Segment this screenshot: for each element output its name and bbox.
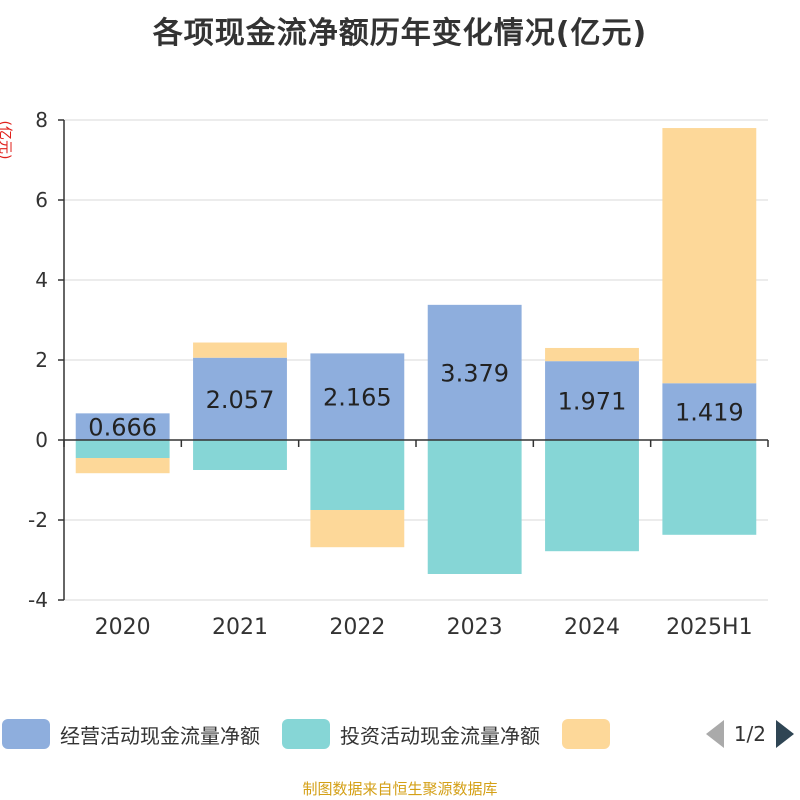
y-tick-label: 2	[35, 348, 48, 372]
bar-series1-2021	[193, 357, 287, 440]
x-tick-label: 2023	[447, 615, 503, 640]
y-tick-label: 4	[35, 268, 48, 292]
legend-page-indicator: 1/2	[733, 722, 766, 746]
legend-label-investing: 投资活动现金流量净额	[340, 723, 540, 748]
data-label-2022: 2.165	[323, 384, 392, 412]
chart-title: 各项现金流净额历年变化情况(亿元)	[152, 16, 648, 51]
legend-item-investing[interactable]: 投资活动现金流量净额	[282, 719, 540, 749]
bar-series2-2024	[545, 440, 639, 552]
y-tick-label: -2	[28, 508, 48, 532]
legend-item-financing[interactable]	[562, 719, 620, 749]
x-tick-label: 2024	[564, 615, 620, 640]
bar-series2-2025H1	[662, 440, 757, 535]
legend-swatch-financing	[562, 719, 610, 749]
data-label-2023: 3.379	[440, 359, 509, 387]
bar-series1-2020	[75, 413, 170, 440]
legend-swatch-investing	[282, 719, 330, 749]
bar-series1-2022	[310, 353, 405, 440]
legend-pager: 1/2	[705, 720, 794, 748]
x-tick-label: 2022	[329, 615, 385, 640]
y-tick-label: -4	[28, 588, 48, 612]
legend-swatch-operating	[2, 719, 50, 749]
data-source-footer: 制图数据来自恒生聚源数据库	[302, 780, 498, 798]
bar-series1-2025H1	[662, 383, 757, 440]
bar-series3-2020	[75, 458, 170, 474]
bar-series2-2021	[193, 440, 287, 470]
data-label-2020: 0.666	[88, 414, 157, 442]
bar-series1-2023	[427, 304, 522, 440]
x-tick-label: 2020	[95, 615, 151, 640]
y-tick-label: 8	[35, 108, 48, 132]
prev-page-icon[interactable]	[705, 720, 724, 748]
data-label-2021: 2.057	[206, 386, 275, 414]
bars	[75, 128, 757, 574]
legend-item-operating[interactable]: 经营活动现金流量净额	[2, 719, 260, 749]
bar-series3-2021	[193, 342, 287, 358]
bar-series2-2022	[310, 440, 405, 510]
bar-series3-2025H1	[662, 128, 757, 384]
y-tick-label: 6	[35, 188, 48, 212]
bar-series2-2020	[75, 440, 170, 458]
legend: 经营活动现金流量净额 投资活动现金流量净额 1/2	[0, 716, 800, 752]
x-tick-label: 2025H1	[666, 615, 753, 640]
axes	[58, 119, 769, 601]
bar-series3-2022	[310, 510, 405, 548]
legend-label-operating: 经营活动现金流量净额	[60, 723, 260, 748]
bar-series1-2024	[545, 361, 639, 440]
bar-series2-2023	[427, 440, 522, 574]
data-label-2025H1: 1.419	[675, 399, 744, 427]
data-label-2024: 1.971	[558, 388, 627, 416]
bar-series3-2024	[545, 347, 639, 362]
grid-lines	[64, 119, 768, 601]
labels: -4 -2 0 2 4 6 8 0.666 2.057 2.165 3.379 1.971 1.419 2…	[28, 108, 753, 640]
x-tick-label: 2021	[212, 615, 268, 640]
next-page-icon[interactable]	[776, 720, 794, 748]
y-tick-label: 0	[35, 428, 48, 452]
